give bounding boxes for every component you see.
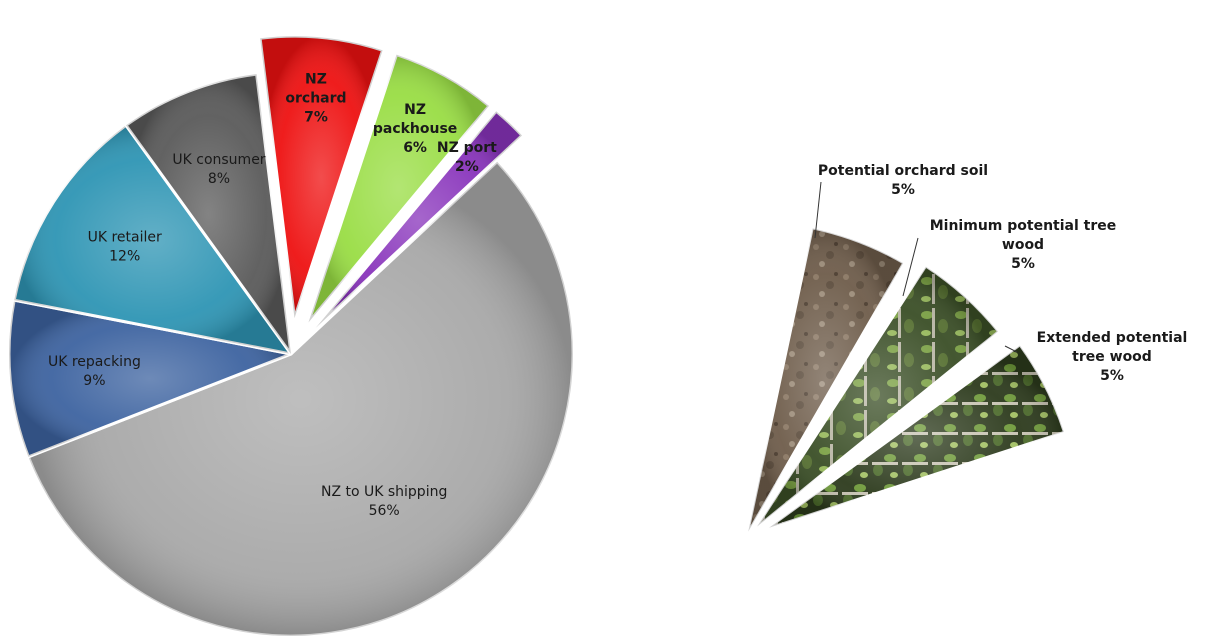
leader-line-extended-potential-tree-wood <box>1004 345 1018 353</box>
label-uk-repacking: UK repacking 9% <box>48 354 141 389</box>
main-pie <box>7 34 575 637</box>
leader-line-potential-orchard-soil <box>814 181 822 239</box>
label-uk-retailer: UK retailer 12% <box>88 230 162 265</box>
leader-line-minimum-potential-tree-wood <box>902 237 919 297</box>
label-nz-to-uk-shipping: NZ to UK shipping 56% <box>321 484 447 519</box>
label-extended-potential-tree-wood: Extended potential tree wood 5% <box>1037 330 1188 384</box>
orchard-pie <box>747 227 1066 533</box>
main-pie-labels: NZ orchard 7% NZ packhouse 6% NZ port 2% NZ to U… <box>48 71 497 519</box>
label-nz-packhouse: NZ packhouse 6% <box>373 102 457 156</box>
label-uk-consumer: UK consumer 8% <box>172 152 265 187</box>
label-nz-orchard: NZ orchard 7% <box>285 71 346 125</box>
label-minimum-potential-tree-wood: Minimum potential tree wood 5% <box>930 218 1117 272</box>
label-potential-orchard-soil: Potential orchard soil 5% <box>818 163 988 198</box>
label-nz-port: NZ port 2% <box>437 140 497 175</box>
orchard-pie-labels: Potential orchard soil 5% Minimum potentia… <box>814 163 1188 384</box>
